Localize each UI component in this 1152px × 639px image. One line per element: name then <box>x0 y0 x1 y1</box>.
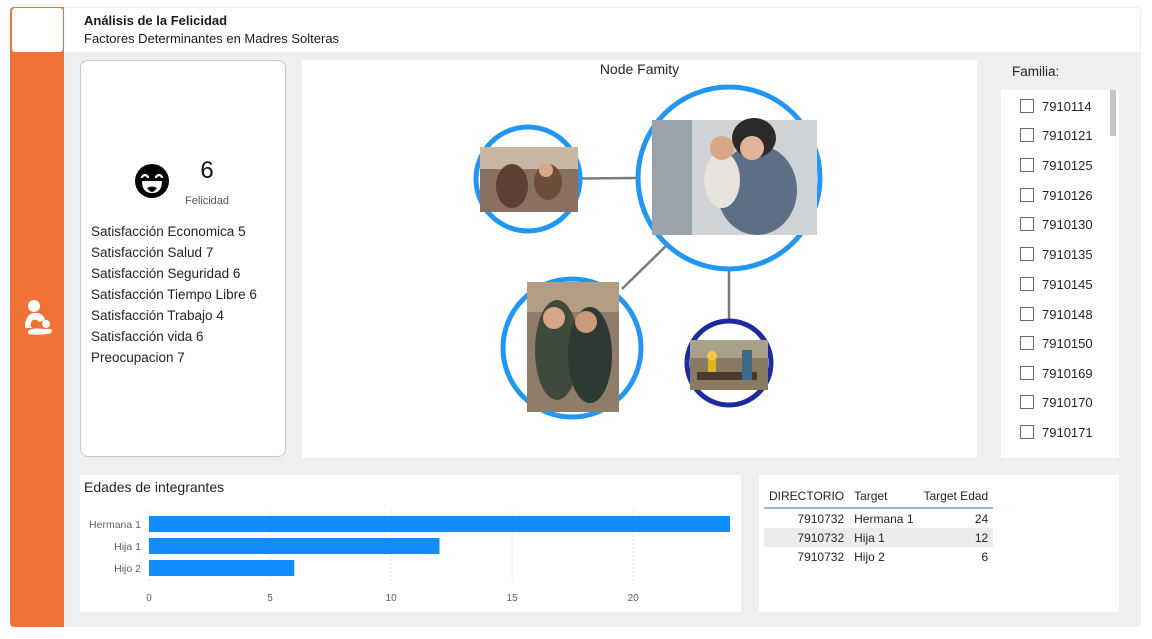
column-header[interactable]: Target <box>854 489 888 503</box>
slicer-option[interactable]: 7910148 <box>1020 304 1093 324</box>
members-table: DIRECTORIO Target Target Edad 7910732 He… <box>764 485 994 566</box>
slicer-option[interactable]: 7910121 <box>1020 125 1093 145</box>
report-header: Análisis de la Felicidad Factores Determ… <box>64 8 1140 52</box>
cell-edad: 24 <box>974 511 989 526</box>
checkbox[interactable] <box>1020 307 1034 321</box>
satisfaction-item: Satisfacción Tiempo Libre 6 <box>91 287 257 302</box>
x-tick-label: 10 <box>386 593 398 604</box>
bar-chart-title: Edades de integrantes <box>84 479 225 495</box>
slicer-option[interactable]: 7910145 <box>1020 274 1093 294</box>
checkbox[interactable] <box>1020 128 1034 142</box>
page-subtitle: Factores Determinantes en Madres Soltera… <box>84 31 340 46</box>
checkbox[interactable] <box>1020 425 1034 439</box>
node-hijo[interactable] <box>684 318 774 408</box>
table-row[interactable]: 7910732 Hermana 1 24 <box>764 508 993 528</box>
table-row[interactable]: 7910732 Hija 1 12 <box>764 528 994 547</box>
node-hermana[interactable] <box>473 124 583 234</box>
slicer-option[interactable]: 7910135 <box>1020 244 1093 264</box>
slicer-option[interactable]: 7910130 <box>1020 214 1093 234</box>
edge-mother-hija <box>621 241 671 290</box>
slicer-option[interactable]: 7910170 <box>1020 392 1093 412</box>
happiness-kpi-card: 6 Felicidad Satisfacción Economica 5 Sat… <box>80 60 286 457</box>
column-header[interactable]: Target Edad <box>923 489 989 503</box>
y-category-label: Hermana 1 <box>89 519 141 531</box>
satisfaction-item: Satisfacción vida 6 <box>91 329 204 344</box>
laughing-face-icon <box>135 164 169 198</box>
page-title: Análisis de la Felicidad <box>84 13 228 28</box>
happiness-label: Felicidad <box>184 195 230 207</box>
slicer-option[interactable]: 7910114 <box>1020 96 1092 116</box>
x-tick-label: 0 <box>146 593 152 604</box>
y-category-label: Hijo 2 <box>114 563 141 575</box>
bar <box>149 560 295 576</box>
members-table-card[interactable]: DIRECTORIO Target Target Edad 7910732 He… <box>759 475 1119 612</box>
satisfaction-item: Satisfacción Economica 5 <box>91 224 246 239</box>
node-hija[interactable] <box>500 276 644 420</box>
familia-slicer[interactable]: Familia: 7910114 7910121 7910125 7910126… <box>1001 60 1119 458</box>
table-row[interactable]: 7910732 Hijo 2 6 <box>764 547 993 566</box>
satisfaction-item: Satisfacción Trabajo 4 <box>91 308 224 323</box>
cell-edad: 12 <box>918 528 994 547</box>
satisfaction-item: Preocupacion 7 <box>91 350 185 365</box>
scroll-thumb[interactable] <box>1110 90 1116 136</box>
column-header[interactable]: DIRECTORIO <box>769 489 845 503</box>
slicer-option[interactable]: 7910126 <box>1020 185 1093 205</box>
satisfaction-item: Satisfacción Salud 7 <box>91 245 214 260</box>
x-tick-label: 5 <box>267 593 273 604</box>
node-graph-svg <box>473 84 823 420</box>
node-graph-title: Node Famity <box>599 61 680 77</box>
slicer-option[interactable]: 7910125 <box>1020 155 1093 175</box>
y-category-label: Hija 1 <box>114 541 141 553</box>
cell-directorio: 7910732 <box>797 511 845 526</box>
satisfaction-list: Satisfacción Economica 5 Satisfacción Sa… <box>91 221 257 368</box>
slicer-title: Familia: <box>1012 64 1060 79</box>
checkbox[interactable] <box>1020 99 1034 113</box>
slicer-option[interactable]: 7910171 <box>1020 422 1093 442</box>
cell-directorio: 7910732 <box>764 528 850 547</box>
checkbox[interactable] <box>1020 158 1034 172</box>
checkbox[interactable] <box>1020 366 1034 380</box>
logo-placeholder <box>12 8 63 52</box>
satisfaction-item: Satisfacción Seguridad 6 <box>91 266 241 281</box>
bar-chart-svg: 0 5 10 15 20 Hermana 1 Hija 1 Hijo 2 <box>89 511 730 604</box>
slicer-option[interactable]: 7910150 <box>1020 333 1093 353</box>
checkbox[interactable] <box>1020 395 1034 409</box>
mother-child-icon[interactable] <box>20 298 56 338</box>
cell-target: Hijo 2 <box>854 549 885 564</box>
ages-bar-chart-card[interactable]: Edades de integrantes 0 5 10 15 20 Hermana 1 H… <box>80 475 741 612</box>
checkbox[interactable] <box>1020 247 1034 261</box>
cell-edad: 6 <box>981 549 989 564</box>
happiness-value: 6 <box>200 157 214 184</box>
cell-directorio: 7910732 <box>797 549 845 564</box>
node-mother[interactable] <box>635 84 823 272</box>
slicer-list[interactable]: 7910114 7910121 7910125 7910126 7910130 … <box>1001 90 1119 458</box>
slicer-scrollbar[interactable] <box>1110 90 1116 458</box>
bar <box>149 516 730 532</box>
slicer-option[interactable]: 7910169 <box>1020 363 1093 383</box>
checkbox[interactable] <box>1020 217 1034 231</box>
checkbox[interactable] <box>1020 188 1034 202</box>
checkbox[interactable] <box>1020 336 1034 350</box>
cell-target: Hermana 1 <box>854 511 914 526</box>
checkbox[interactable] <box>1020 277 1034 291</box>
x-tick-label: 20 <box>628 593 640 604</box>
bar <box>149 538 440 554</box>
cell-target: Hija 1 <box>849 528 919 547</box>
x-tick-label: 15 <box>507 593 519 604</box>
node-family-visual[interactable]: Node Famity <box>302 60 977 458</box>
